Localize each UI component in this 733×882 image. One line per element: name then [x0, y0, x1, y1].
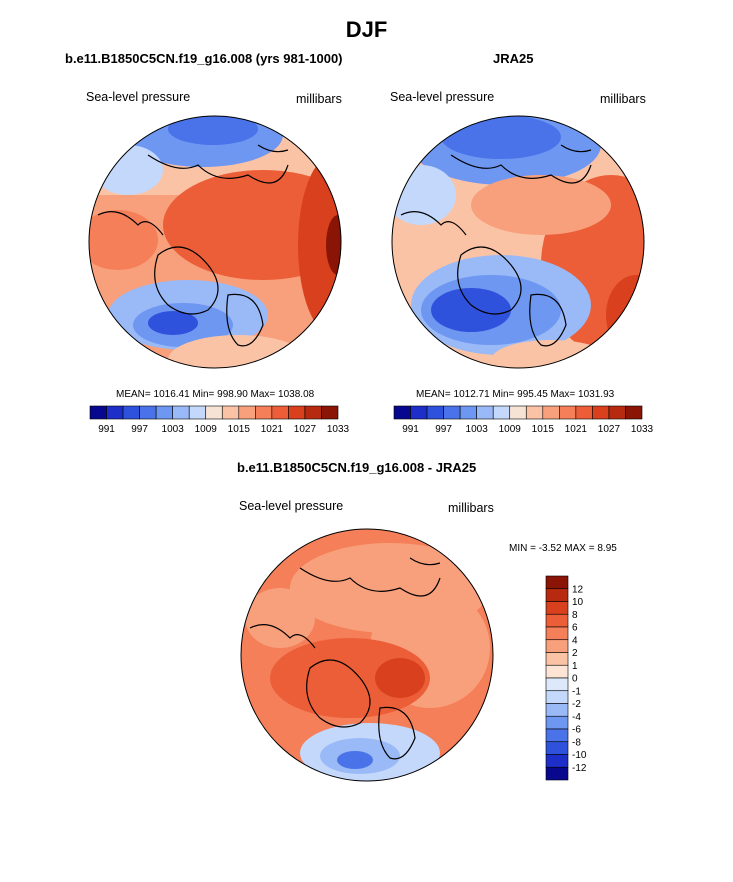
colorbar-tick-label: 10	[572, 597, 584, 608]
colorbar-swatch	[221, 405, 240, 420]
colorbar-swatch	[271, 405, 289, 420]
colorbar-tick-label: 1021	[261, 424, 284, 435]
colorbar-swatch	[426, 405, 444, 420]
colorbar-swatch	[459, 405, 477, 420]
colorbar-swatch	[304, 405, 322, 420]
colorbar-swatch	[443, 405, 461, 420]
colorbar-tick-label: 991	[402, 424, 419, 435]
colorbar-swatch	[89, 405, 107, 420]
colorbar-swatch	[122, 405, 140, 420]
colorbar-tick-label: 12	[572, 584, 584, 595]
colorbar-tick-label: 1027	[294, 424, 317, 435]
colorbar-swatch	[592, 405, 610, 420]
colorbar-swatch	[545, 715, 569, 730]
colorbar-tick-label: 997	[131, 424, 148, 435]
colorbar-tick-label: -2	[572, 699, 581, 710]
colorbar-swatch	[238, 405, 256, 420]
colorbar-swatch	[545, 652, 569, 666]
colorbar-swatch	[575, 405, 593, 420]
colorbar-swatch	[608, 405, 626, 420]
colorbar-tick-label: 1015	[228, 424, 251, 435]
panel2-polar-map	[391, 115, 645, 369]
colorbar-tick-label: 1003	[466, 424, 489, 435]
colorbar-swatch	[545, 677, 569, 692]
colorbar-swatch	[625, 405, 643, 420]
colorbar-swatch	[542, 405, 560, 420]
colorbar-tick-label: 991	[98, 424, 115, 435]
colorbar-tick-label: 1003	[162, 424, 185, 435]
colorbar-tick-label: -6	[572, 725, 581, 736]
colorbar-swatch	[545, 754, 569, 768]
panel2-stats: MEAN= 1012.71 Min= 995.45 Max= 1031.93	[416, 389, 615, 400]
colorbar-swatch	[509, 405, 527, 420]
colorbar-tick-label: 1009	[499, 424, 522, 435]
colorbar-swatch	[545, 588, 569, 602]
colorbar-tick-label: -4	[572, 712, 581, 723]
colorbar-swatch	[321, 405, 339, 420]
colorbar-swatch	[205, 405, 223, 420]
colorbar-tick-label: 1021	[565, 424, 588, 435]
colorbar-swatch	[155, 405, 173, 420]
colorbar-swatch	[545, 703, 569, 717]
colorbar-tick-label: -8	[572, 737, 581, 748]
panel1-title: b.e11.B1850C5CN.f19_g16.008 (yrs 981-100…	[65, 51, 343, 66]
colorbar-tick-label: 4	[572, 635, 578, 646]
colorbar-swatch	[188, 405, 207, 420]
colorbar-swatch	[545, 664, 569, 679]
colorbar-tick-label: 1	[572, 661, 578, 672]
colorbar-tick-label: 0	[572, 674, 578, 685]
panel2-units-label: millibars	[600, 92, 646, 106]
colorbar-tick-label: -1	[572, 686, 581, 697]
colorbar-swatch	[106, 405, 124, 420]
colorbar-tick-label: 6	[572, 623, 578, 634]
colorbar-swatch	[545, 639, 569, 653]
colorbar-swatch	[139, 405, 157, 420]
colorbar-swatch	[492, 405, 511, 420]
panel1-stats: MEAN= 1016.41 Min= 998.90 Max= 1038.08	[116, 389, 315, 400]
colorbar-swatch	[545, 728, 569, 743]
colorbar-swatch	[525, 405, 544, 420]
panel2-colorbar: 991 997 1003 1009 1015 1021 1027 1033	[393, 405, 654, 435]
colorbar-swatch	[410, 405, 428, 420]
colorbar-tick-label: 1033	[631, 424, 654, 435]
panel3-units-label: millibars	[448, 501, 494, 515]
colorbar-swatch	[545, 690, 569, 704]
colorbar-swatch	[255, 405, 273, 420]
colorbar-swatch	[172, 405, 190, 420]
panel1-units-label: millibars	[296, 92, 342, 106]
colorbar-tick-label: 1009	[195, 424, 218, 435]
colorbar-swatch	[545, 575, 569, 590]
colorbar-tick-label: 8	[572, 610, 578, 621]
colorbar-swatch	[545, 741, 569, 755]
panel3-stats: MIN = -3.52 MAX = 8.95	[509, 543, 617, 554]
colorbar-swatch	[288, 405, 306, 420]
colorbar-swatch	[476, 405, 494, 420]
colorbar-swatch	[559, 405, 577, 420]
panel1-variable-label: Sea-level pressure	[86, 90, 191, 104]
colorbar-tick-label: 1033	[327, 424, 350, 435]
colorbar-tick-label: 997	[435, 424, 452, 435]
panel2-title: JRA25	[493, 51, 534, 66]
panel3-title: b.e11.B1850C5CN.f19_g16.008 - JRA25	[237, 460, 477, 475]
colorbar-swatch	[393, 405, 411, 420]
colorbar-tick-label: 1027	[598, 424, 621, 435]
colorbar-tick-label: 1015	[532, 424, 555, 435]
colorbar-tick-label: -12	[572, 763, 587, 774]
colorbar-swatch	[545, 626, 569, 641]
colorbar-swatch	[545, 766, 569, 781]
panel3-polar-map	[240, 528, 494, 782]
panel3-variable-label: Sea-level pressure	[239, 499, 344, 513]
colorbar-tick-label: 2	[572, 648, 578, 659]
figure-title: DJF	[345, 17, 388, 42]
colorbar-swatch	[545, 601, 569, 615]
colorbar-swatch	[545, 613, 569, 628]
colorbar-tick-label: -10	[572, 750, 587, 761]
panel2-variable-label: Sea-level pressure	[390, 90, 495, 104]
panel1-colorbar: 991 997 1003 1009 1015 1021 1027 1033	[89, 405, 350, 435]
panel1-polar-map	[88, 115, 342, 369]
